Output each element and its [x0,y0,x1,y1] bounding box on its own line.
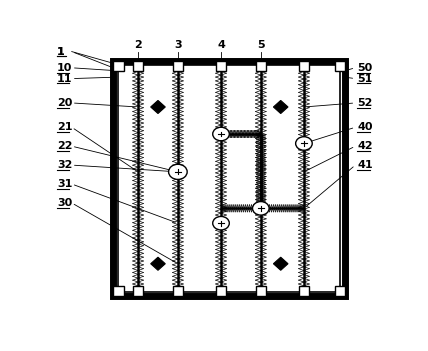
Bar [335,286,345,296]
Text: 40: 40 [357,122,372,132]
Text: 51: 51 [357,74,372,84]
Circle shape [213,217,229,230]
Text: 21: 21 [57,122,72,132]
Bar [113,286,124,296]
Circle shape [213,127,229,141]
Text: 3: 3 [174,40,182,50]
Text: 41: 41 [357,160,373,170]
Text: 2: 2 [134,40,142,50]
Bar [133,61,143,71]
Bar [299,61,309,71]
Bar [256,286,266,296]
Polygon shape [151,257,165,270]
Text: 1: 1 [57,47,65,57]
Bar [256,61,266,71]
Bar [335,61,345,71]
Bar [216,61,226,71]
Bar [172,61,183,71]
Bar [118,65,340,292]
Bar [133,286,143,296]
Text: 10: 10 [57,63,72,73]
Text: 4: 4 [217,40,225,50]
Text: 31: 31 [57,179,72,189]
Circle shape [296,137,312,150]
Bar [216,286,226,296]
Text: 20: 20 [57,98,72,108]
Bar [113,61,124,71]
Polygon shape [273,257,288,270]
Text: 32: 32 [57,160,72,170]
Circle shape [169,164,187,179]
Text: 22: 22 [57,141,72,151]
Bar [172,286,183,296]
Bar [113,61,345,296]
Text: 52: 52 [357,98,372,108]
Polygon shape [273,100,288,113]
Text: 5: 5 [257,40,265,50]
Text: 30: 30 [57,198,72,208]
Bar [299,286,309,296]
Text: 50: 50 [357,63,372,73]
Text: 42: 42 [357,141,373,151]
Text: 1: 1 [57,47,65,57]
Circle shape [253,201,269,215]
Polygon shape [151,100,165,113]
Text: 11: 11 [57,74,72,84]
